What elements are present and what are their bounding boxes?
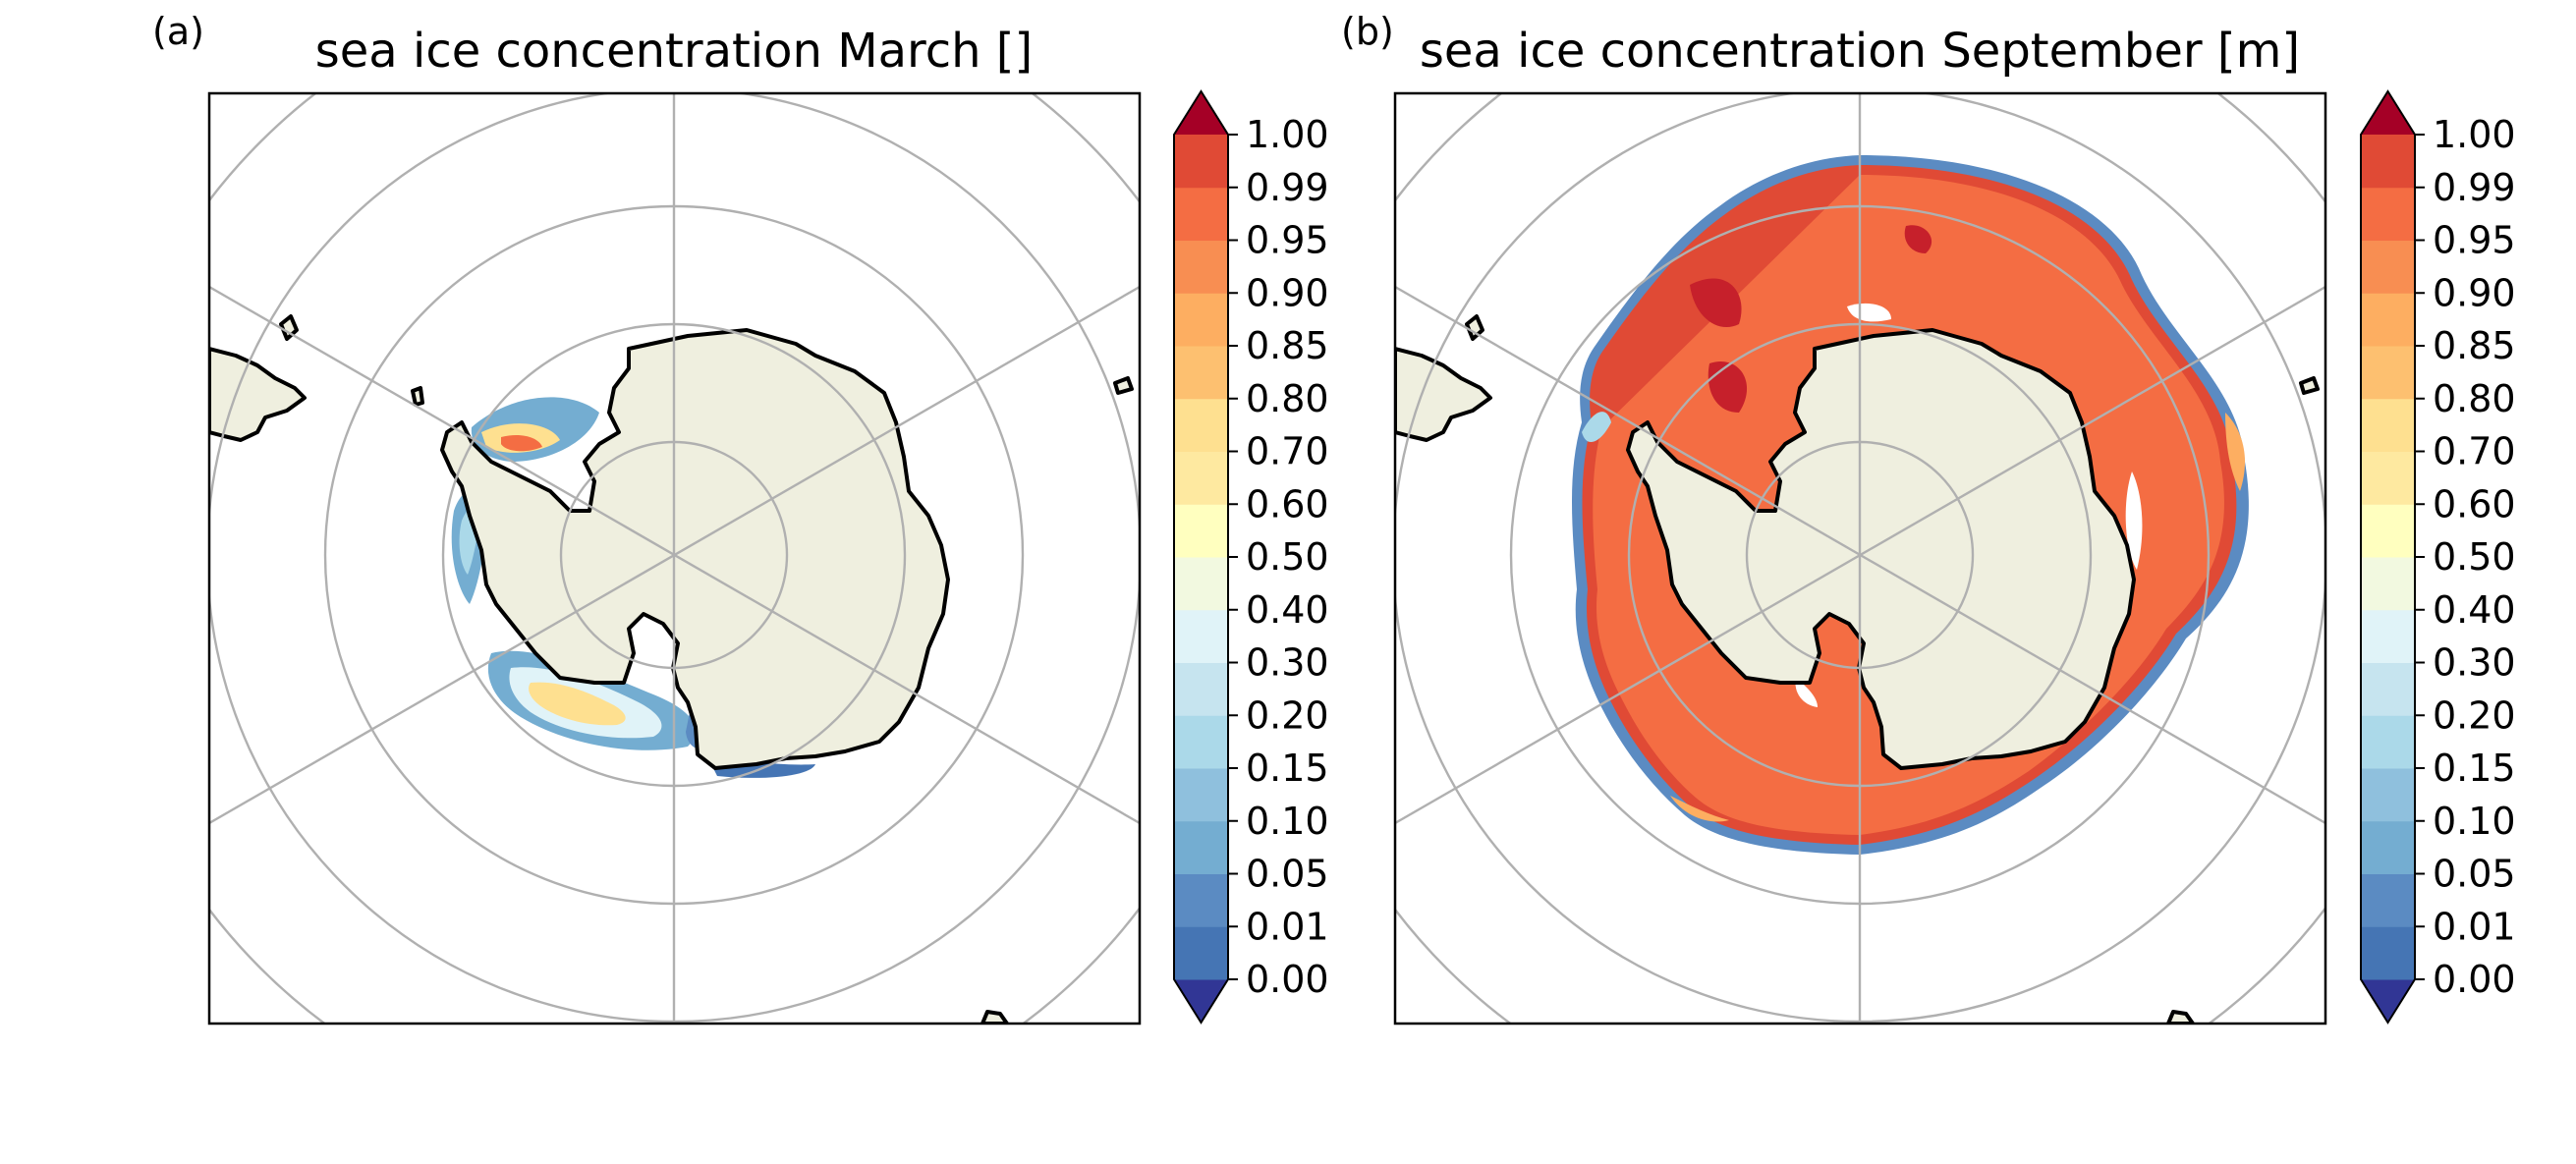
colorbar-b-tick-label: 0.60 [2433,482,2516,526]
colorbar-a-tick-label: 0.95 [1246,219,1329,262]
panel-b-south-america [1395,347,1492,442]
colorbar-b-tick-label: 0.00 [2433,958,2516,1001]
colorbar-a-bin [1174,557,1228,611]
colorbar-b-tick-label: 0.05 [2433,853,2516,896]
colorbar-b-bin [2361,768,2415,822]
colorbar-b-bin [2361,187,2415,241]
colorbar-a-bin [1174,398,1228,452]
colorbar-a-bin [1174,293,1228,347]
colorbar-a-bin [1174,346,1228,400]
colorbar-b-bin [2361,662,2415,716]
panel-a-label: (a) [152,10,204,53]
colorbar-b-extend-under [2361,979,2415,1023]
colorbar-b-tick-label: 0.15 [2433,747,2516,790]
colorbar-a-bin [1174,187,1228,241]
colorbar-b-bin [2361,926,2415,980]
colorbar-a-extend-over [1174,91,1228,135]
colorbar-a-bin [1174,240,1228,294]
panel-a-sea-ice [451,397,815,778]
colorbar-a-tick-label: 0.70 [1246,430,1329,473]
panel-a: (a) sea ice concentration March [] [152,10,1142,1025]
colorbar-b-tick-label: 0.30 [2433,641,2516,685]
colorbar-b: 0.00 0.01 0.05 0.10 0.15 0.20 0.30 0.40 0.50 0.60… [2360,89,2516,1025]
colorbar-a-bin [1174,609,1228,663]
panel-a-land [209,314,1134,1024]
colorbar-a-extend-under [1174,979,1228,1023]
colorbar-b-bin [2361,504,2415,558]
colorbar-a-tick-label: 0.80 [1246,377,1329,420]
colorbar-b-tick-label: 0.40 [2433,588,2516,632]
panel-b-antarctica [1626,328,2136,770]
panel-b-label: (b) [1341,10,1394,53]
colorbar-a-tick-label: 0.40 [1246,588,1329,632]
colorbar-b-tick-label: 0.20 [2433,693,2516,737]
colorbar-a-tick-label: 0.01 [1246,905,1329,948]
colorbar-a-bin [1174,715,1228,769]
colorbar-b-tick-label: 0.90 [2433,271,2516,314]
colorbar-a-tick-label: 0.15 [1246,747,1329,790]
colorbar-a-tick-label: 0.05 [1246,853,1329,896]
colorbar-a-bin [1174,662,1228,716]
colorbar-a-bin [1174,820,1228,874]
colorbar-b-bin [2361,557,2415,611]
colorbar-a-tick-label: 0.90 [1246,271,1329,314]
colorbar-b-bin [2361,346,2415,400]
panel-a-graticule [209,93,1140,1024]
colorbar-b-bin [2361,293,2415,347]
colorbar-a-tick-label: 0.99 [1246,166,1329,209]
colorbar-b-tick-label: 0.70 [2433,430,2516,473]
panel-a-title: sea ice concentration March [] [315,24,1033,79]
colorbar-a: 0.00 0.01 0.05 0.10 0.15 0.20 0.30 0.40 0.50 0.60… [1173,89,1329,1025]
panel-b-border [1393,91,2327,1025]
colorbar-b-bin [2361,451,2415,505]
colorbar-a-bin [1174,926,1228,980]
colorbar-a-tick-label: 0.10 [1246,800,1329,843]
colorbar-a-tick-label: 0.30 [1246,641,1329,685]
colorbar-b-bin [2361,240,2415,294]
panel-b-land [1395,314,2320,1024]
panel-a-antarctica [440,328,950,770]
colorbar-a-tick-label: 0.60 [1246,482,1329,526]
colorbar-b-tick-label: 0.50 [2433,535,2516,579]
colorbar-b-tick-label: 0.95 [2433,219,2516,262]
colorbar-a-tick-label: 0.50 [1246,535,1329,579]
colorbar-a-tick-label: 0.20 [1246,693,1329,737]
colorbar-b-tick-label: 0.99 [2433,166,2516,209]
colorbar-a-tick-label: 0.85 [1246,324,1329,367]
colorbar-b-tick-label: 0.01 [2433,905,2516,948]
panel-b-graticule [1395,93,2325,1024]
colorbar-b-bin [2361,135,2415,189]
panel-a-border [207,91,1142,1025]
colorbar-b-bin [2361,398,2415,452]
colorbar-a-tick-label: 0.00 [1246,958,1329,1001]
colorbar-b-bin [2361,820,2415,874]
colorbar-b-tick-label: 0.80 [2433,377,2516,420]
colorbar-a-bin [1174,873,1228,927]
colorbar-a-bin [1174,135,1228,189]
colorbar-a-bin [1174,768,1228,822]
colorbar-b-tick-label: 0.85 [2433,324,2516,367]
colorbar-b-bin [2361,715,2415,769]
colorbar-b-tick-label: 0.10 [2433,800,2516,843]
colorbar-a-tick-label: 1.00 [1246,113,1329,156]
panel-a-south-america [209,347,307,442]
colorbar-a-bin [1174,504,1228,558]
colorbar-b-bin [2361,873,2415,927]
colorbar-b-bin [2361,609,2415,663]
colorbar-a-bin [1174,451,1228,505]
panel-b: (b) sea ice concentration September [m] [1341,10,2327,1025]
panel-b-title: sea ice concentration September [m] [1420,24,2300,79]
colorbar-b-tick-label: 1.00 [2433,113,2516,156]
colorbar-b-extend-over [2361,91,2415,135]
